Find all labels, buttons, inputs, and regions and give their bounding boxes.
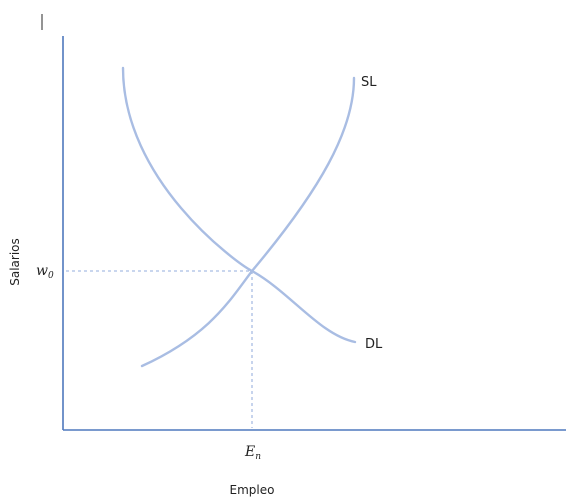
y-axis-title: Salarios — [8, 238, 22, 286]
equilibrium-employment-label: En — [244, 444, 261, 462]
wage-symbol: w — [36, 263, 48, 279]
supply-curve-label: SL — [361, 75, 377, 90]
demand-curve — [121, 66, 357, 344]
wage-subscript: 0 — [48, 271, 54, 281]
employment-symbol: E — [244, 444, 255, 460]
equilibrium-wage-label: w0 — [36, 263, 54, 281]
supply-curve — [140, 76, 356, 368]
employment-subscript: n — [255, 452, 261, 462]
x-axis-title: Empleo — [230, 483, 275, 497]
demand-curve-label: DL — [365, 337, 383, 352]
